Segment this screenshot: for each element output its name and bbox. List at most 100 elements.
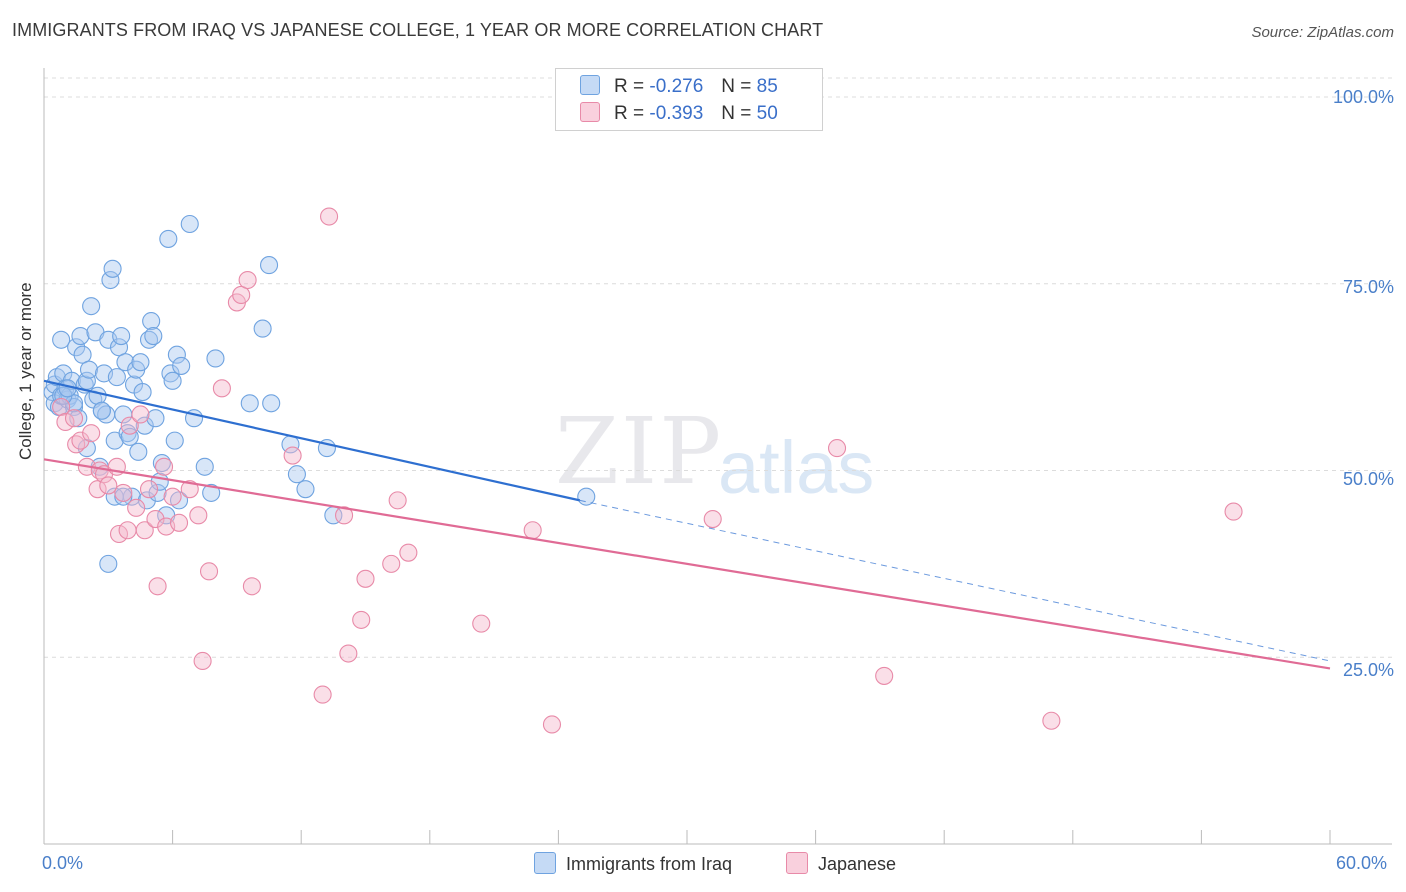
legend-swatch-japanese <box>580 102 600 122</box>
data-point-japanese <box>875 666 894 685</box>
correlation-legend: R = -0.276 N = 85 R = -0.393 N = 50 <box>555 68 823 131</box>
data-point-iraq <box>133 383 152 402</box>
data-point-japanese <box>703 510 722 529</box>
data-point-japanese <box>148 577 167 596</box>
data-point-iraq <box>240 394 259 413</box>
data-point-iraq <box>202 483 221 502</box>
data-point-japanese <box>120 416 139 435</box>
data-point-iraq <box>71 326 90 346</box>
data-point-japanese <box>99 476 118 495</box>
data-point-iraq <box>73 345 92 364</box>
data-point-japanese <box>320 207 339 226</box>
y-tick-label-100: 100.0% <box>1332 87 1394 107</box>
data-point-iraq <box>52 330 71 349</box>
data-point-japanese <box>232 285 251 305</box>
data-point-iraq <box>163 371 182 390</box>
data-point-japanese <box>1042 711 1061 730</box>
x-tick-label-max: 60.0% <box>1336 853 1388 873</box>
data-point-japanese <box>127 498 146 517</box>
y-axis-label: College, 1 year or more <box>16 282 35 460</box>
data-point-iraq <box>195 457 214 476</box>
watermark-atlas: atlas <box>718 426 875 509</box>
data-point-japanese <box>52 397 71 417</box>
data-point-iraq <box>296 480 315 499</box>
data-point-japanese <box>382 554 401 573</box>
data-point-japanese <box>356 569 375 588</box>
bottom-legend-label-iraq: Immigrants from Iraq <box>566 854 733 874</box>
data-point-japanese <box>1224 502 1243 521</box>
data-point-iraq <box>101 270 120 290</box>
data-point-iraq <box>161 364 180 383</box>
data-point-iraq <box>116 353 135 372</box>
watermark-zip: ZIP <box>555 398 724 505</box>
data-point-japanese <box>109 524 129 544</box>
data-point-japanese <box>154 457 174 476</box>
data-point-japanese <box>523 521 542 540</box>
trend-line-iraq <box>43 379 581 502</box>
data-point-japanese <box>180 480 199 499</box>
bottom-legend-swatch-iraq <box>534 852 556 874</box>
data-point-japanese <box>118 521 137 540</box>
data-point-iraq <box>165 431 184 450</box>
data-point-iraq <box>259 256 279 275</box>
data-point-japanese <box>135 521 154 540</box>
bottom-legend-swatch-japanese <box>786 852 808 874</box>
data-point-iraq <box>137 491 156 510</box>
trend-line-japanese <box>43 458 1331 670</box>
data-point-iraq <box>172 356 191 375</box>
data-point-iraq <box>79 360 99 379</box>
data-point-japanese <box>399 543 418 562</box>
source-label: Source: ZipAtlas.com <box>1251 24 1394 41</box>
data-point-iraq <box>99 554 118 573</box>
data-point-japanese <box>82 424 101 443</box>
data-point-japanese <box>352 610 371 629</box>
data-point-japanese <box>313 685 332 704</box>
data-point-japanese <box>339 644 358 663</box>
y-tick-label-50: 50.0% <box>1342 469 1394 489</box>
data-point-iraq <box>146 409 165 428</box>
data-point-japanese <box>212 379 231 398</box>
legend-r-value-iraq: -0.276 <box>649 76 704 97</box>
data-point-iraq <box>287 465 306 484</box>
data-point-iraq <box>82 297 101 316</box>
y-tick-label-25: 25.0% <box>1342 660 1394 680</box>
data-point-japanese <box>56 412 75 431</box>
legend-swatch-iraq <box>580 75 600 95</box>
data-point-japanese <box>542 715 562 734</box>
bottom-legend-japanese: Japanese <box>786 852 896 875</box>
legend-row-japanese: R = -0.393 N = 50 <box>580 102 778 126</box>
data-point-japanese <box>472 614 491 633</box>
data-point-japanese <box>199 562 219 581</box>
data-point-iraq <box>144 326 163 346</box>
legend-n-value-japanese: 50 <box>756 103 778 124</box>
data-point-iraq <box>131 353 150 372</box>
data-point-iraq <box>112 326 131 346</box>
data-point-iraq <box>135 416 154 435</box>
data-point-japanese <box>88 480 107 499</box>
data-point-iraq <box>253 319 272 338</box>
data-point-japanese <box>131 405 150 424</box>
chart-title: IMMIGRANTS FROM IRAQ VS JAPANESE COLLEGE… <box>12 20 824 40</box>
data-point-japanese <box>163 487 182 506</box>
data-point-japanese <box>238 270 257 290</box>
data-point-iraq <box>103 259 122 278</box>
data-point-iraq <box>206 349 225 368</box>
data-point-iraq <box>159 229 178 248</box>
legend-n-value-iraq: 85 <box>756 76 778 97</box>
data-point-iraq <box>167 345 186 364</box>
data-point-iraq <box>129 442 148 461</box>
data-point-iraq <box>142 312 161 331</box>
data-point-japanese <box>335 506 354 525</box>
data-point-iraq <box>107 368 126 387</box>
data-point-iraq <box>88 386 107 405</box>
data-point-japanese <box>139 480 159 499</box>
bottom-legend-label-japanese: Japanese <box>818 854 897 874</box>
legend-r-label: R = <box>614 76 645 97</box>
legend-n-label: N = <box>721 76 752 97</box>
legend-r-value-japanese: -0.393 <box>649 103 704 124</box>
data-point-iraq <box>262 394 281 413</box>
data-point-iraq <box>148 483 167 502</box>
data-point-japanese <box>169 513 189 532</box>
data-point-japanese <box>114 483 133 502</box>
